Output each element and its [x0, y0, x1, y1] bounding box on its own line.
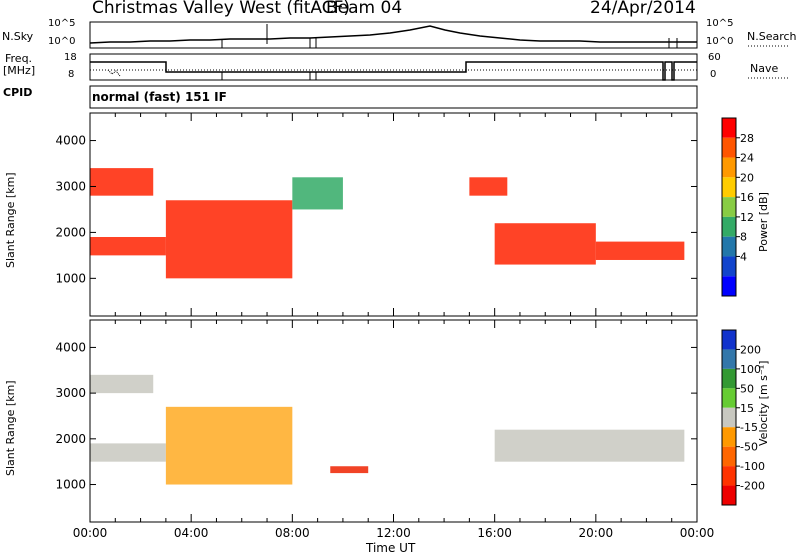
power-band-2 [165, 200, 293, 279]
x-tick-label-1: 04:00 [174, 526, 209, 540]
velocity-colorbar-frame [721, 329, 737, 506]
power-ytick-label-2: 3000 [55, 179, 86, 193]
velocity-ytick-label-2: 3000 [55, 386, 86, 400]
velocity-colorbar-swatch-3 [722, 388, 736, 408]
velocity-colorbar-label-3: 15 [740, 402, 754, 415]
freq-unit-label: [MHz] [3, 64, 36, 77]
nsky-label: N.Sky [2, 30, 34, 43]
velocity-colorbar-label-6: -100 [740, 460, 765, 473]
nsky-line [89, 25, 697, 44]
power-colorbar-swatch-7 [722, 256, 736, 277]
power-colorbar-label-2: 20 [740, 171, 754, 184]
power-colorbar-swatch-1 [722, 137, 736, 158]
nsky-tick-bottom: 10^0 [48, 36, 76, 47]
x-tick-label-4: 16:00 [477, 526, 512, 540]
power-band-1 [90, 168, 154, 196]
power-colorbar-swatch-3 [722, 177, 736, 198]
velocity-colorbar-swatch-4 [722, 407, 736, 428]
velocity-colorbar-swatch-8 [722, 485, 736, 505]
velocity-colorbar-label-1: 100 [740, 363, 761, 376]
nsky-tick-top: 10^5 [48, 18, 76, 29]
velocity-colorbar-label-0: 200 [740, 343, 761, 356]
velocity-ytick-label-0: 1000 [55, 478, 86, 492]
velocity-colorbar-label-5: -50 [740, 441, 758, 454]
power-colorbar-swatch-5 [722, 216, 736, 237]
power-band-4 [469, 177, 508, 196]
velocity-band-1 [90, 374, 154, 394]
power-colorbar-swatch-8 [722, 276, 736, 296]
freq-line [90, 61, 697, 81]
power-band-3 [292, 177, 343, 210]
beam-title: Beam 04 [326, 0, 403, 18]
station-title: Christmas Valley West (fitACF) [92, 0, 351, 18]
nave-tick-bottom: 0 [710, 69, 717, 80]
power-colorbar-label-1: 24 [740, 152, 754, 165]
freq-tick-top: 18 [64, 52, 77, 63]
x-tick-label-6: 00:00 [680, 526, 715, 540]
power-band-6 [595, 241, 685, 260]
power-colorbar-swatch-4 [722, 197, 736, 217]
power-ytick-label-0: 1000 [55, 271, 86, 285]
velocity-ylabel: Slant Range [km] [4, 380, 17, 476]
x-tick-label-5: 20:00 [579, 526, 614, 540]
power-band-5 [494, 223, 596, 265]
velocity-colorbar-swatch-6 [722, 446, 736, 467]
nave-label: Nave [750, 62, 779, 75]
velocity-colorbar-swatch-0 [722, 330, 736, 350]
velocity-colorbar-swatch-1 [722, 349, 736, 369]
velocity-colorbar-label: Velocity [m s⁻¹] [757, 360, 770, 446]
power-colorbar-label-6: 4 [740, 250, 747, 263]
nsearch-tick-top: 10^5 [706, 18, 734, 29]
cpid-value: normal (fast) 151 IF [92, 90, 227, 104]
date-title: 24/Apr/2014 [590, 0, 696, 18]
power-ytick-label-1: 2000 [55, 225, 86, 239]
cpid-label: CPID [3, 86, 33, 99]
power-colorbar-label-4: 12 [740, 211, 754, 224]
velocity-colorbar-label-2: 50 [740, 382, 754, 395]
nave-tick-top: 60 [708, 52, 721, 63]
freq-label: Freq. [5, 52, 33, 65]
velocity-band-3 [330, 466, 369, 474]
x-tick-label-2: 08:00 [275, 526, 310, 540]
velocity-band-4 [494, 429, 685, 462]
power-ytick-label-3: 4000 [55, 134, 86, 148]
velocity-colorbar-label-4: -15 [740, 421, 758, 434]
power-ylabel: Slant Range [km] [4, 172, 17, 268]
power-colorbar-swatch-6 [722, 236, 736, 257]
x-tick-label-0: 00:00 [73, 526, 108, 540]
power-colorbar-swatch-0 [722, 118, 736, 138]
velocity-colorbar-swatch-5 [722, 427, 736, 447]
power-colorbar-label-5: 8 [740, 231, 747, 244]
velocity-ytick-label-1: 2000 [55, 432, 86, 446]
power-colorbar-label-0: 28 [740, 132, 754, 145]
x-tick-label-3: 12:00 [376, 526, 411, 540]
power-colorbar-label-3: 16 [740, 191, 754, 204]
power-colorbar-frame [721, 117, 737, 297]
velocity-band-2 [165, 406, 293, 485]
x-axis-label: Time UT [366, 541, 416, 555]
power-band-0 [90, 237, 166, 256]
nsearch-tick-bottom: 10^0 [706, 36, 734, 47]
velocity-colorbar-swatch-2 [722, 368, 736, 389]
velocity-colorbar-label-7: -200 [740, 480, 765, 493]
velocity-ytick-label-3: 4000 [55, 340, 86, 354]
nsearch-label: N.Search [747, 30, 797, 43]
power-colorbar-label: Power [dB] [757, 192, 770, 252]
velocity-colorbar-swatch-7 [722, 466, 736, 486]
power-colorbar-swatch-2 [722, 157, 736, 178]
velocity-band-0 [90, 443, 166, 462]
freq-tick-bottom: 8 [68, 69, 75, 80]
